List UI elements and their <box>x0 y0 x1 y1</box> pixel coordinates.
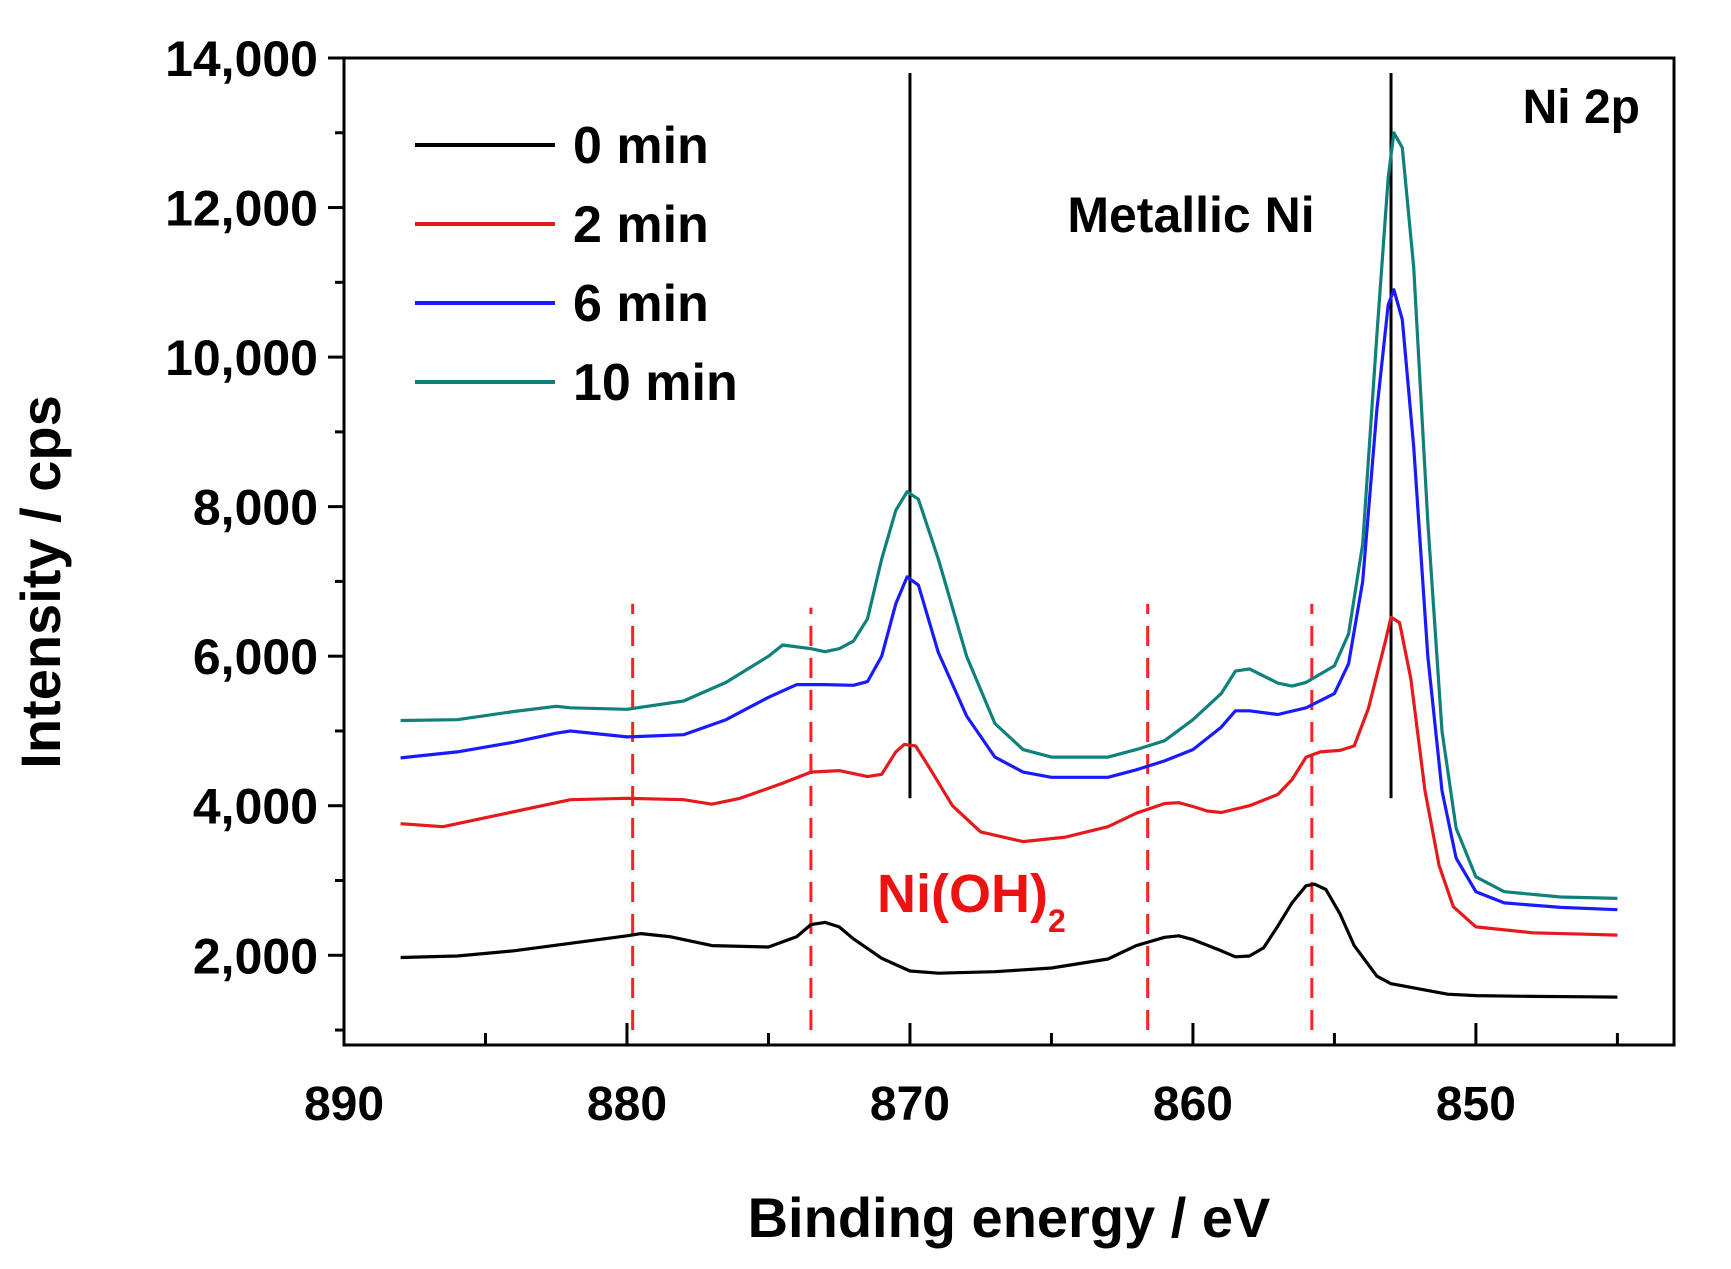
legend: 0 min 2 min 6 min 10 min <box>415 117 738 412</box>
x-tick-label: 870 <box>870 1078 950 1131</box>
x-tick-label: 860 <box>1153 1078 1233 1131</box>
legend-label: 10 min <box>573 354 738 412</box>
legend-label: 6 min <box>573 275 709 333</box>
metallic-ni-annotation: Metallic Ni <box>1067 187 1314 243</box>
x-tick-labels: 890 880 870 860 850 <box>304 1078 1516 1131</box>
panel-label: Ni 2p <box>1523 81 1640 134</box>
series-line-2-min <box>400 615 1618 937</box>
y-tick-label: 4,000 <box>193 779 318 835</box>
nioh2-annotation-subscript: 2 <box>1048 903 1066 939</box>
x-tick-label: 890 <box>304 1078 384 1131</box>
series-layer <box>400 131 1618 999</box>
y-tick-label: 12,000 <box>165 181 318 237</box>
legend-label: 2 min <box>573 196 709 254</box>
x-tick-label: 850 <box>1436 1078 1516 1131</box>
x-tick-label: 880 <box>587 1078 667 1131</box>
y-tick-label: 2,000 <box>193 928 318 984</box>
y-tick-label: 6,000 <box>193 629 318 685</box>
x-axis-label: Binding energy / eV <box>748 1186 1271 1249</box>
reference-lines-layer <box>631 72 1393 1031</box>
y-tick-labels: 2,000 4,000 6,000 8,000 10,000 12,000 14,000 <box>165 31 318 984</box>
series-line-0-min <box>400 882 1618 999</box>
series-line-10-min <box>400 131 1618 900</box>
y-tick-label: 8,000 <box>193 480 318 536</box>
y-tick-label: 10,000 <box>165 330 318 386</box>
nioh2-annotation-main: Ni(OH) <box>877 864 1048 924</box>
y-axis-label: Intensity / cps <box>9 395 72 768</box>
plot-frame <box>342 56 1676 1047</box>
y-tick-label: 14,000 <box>165 31 318 87</box>
series-line-6-min <box>400 288 1618 912</box>
legend-label: 0 min <box>573 117 709 175</box>
nioh2-annotation: Ni(OH)2 <box>877 864 1066 939</box>
